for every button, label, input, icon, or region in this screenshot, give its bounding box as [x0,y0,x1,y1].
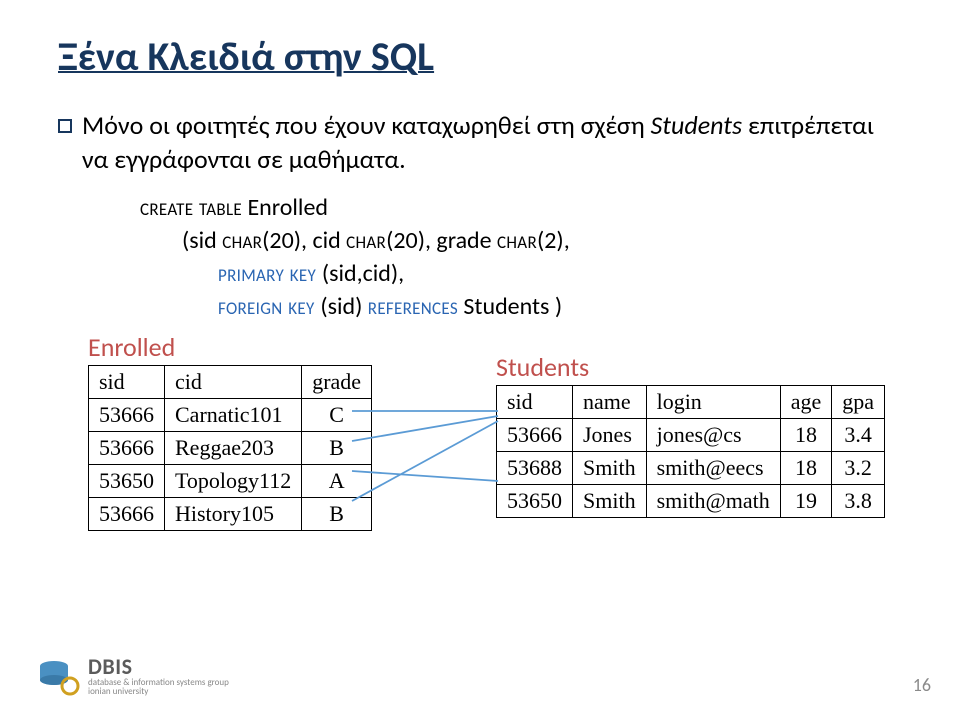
col-header: sid [497,386,573,419]
col-header: name [573,386,647,419]
fk-line [352,416,498,441]
logo-text: DBIS database & information systems grou… [88,656,229,696]
table-row: sid name login age gpa [497,386,885,419]
table-row: 53666 Reggae203 B [89,432,372,465]
cell: 18 [780,452,832,485]
col-header: login [646,386,780,419]
col-header: gpa [832,386,885,419]
cell: 53650 [89,465,165,498]
col-header: sid [89,366,165,399]
kw-char-1: char [222,226,262,255]
code-l4d: Students ) [458,292,562,321]
table-row: 53666 Jones jones@cs 18 3.4 [497,419,885,452]
cell: Carnatic101 [165,399,302,432]
code-l2a: (sid [182,226,222,255]
code-l2c: (20), cid [262,226,346,255]
students-table: sid name login age gpa 53666 Jones jones… [496,385,885,518]
cell: Reggae203 [165,432,302,465]
cell: smith@math [646,485,780,518]
cell: Smith [573,485,647,518]
bullet-marker [58,119,72,133]
cell: C [302,399,372,432]
code-l4b: (sid) [320,292,367,321]
bullet-text: Μόνο οι φοιτητές που έχουν καταχωρηθεί σ… [82,109,901,177]
cell: History105 [165,498,302,531]
bullet-item: Μόνο οι φοιτητές που έχουν καταχωρηθεί σ… [58,109,901,177]
fk-line [352,421,498,501]
kw-create-table: create table [140,193,242,222]
dbis-logo: DBIS database & information systems grou… [36,654,229,698]
cell: Topology112 [165,465,302,498]
kw-foreign-key: foreign key [218,292,320,321]
cell: Smith [573,452,647,485]
table-row: 53650 Smith smith@math 19 3.8 [497,485,885,518]
table-row: 53688 Smith smith@eecs 18 3.2 [497,452,885,485]
enrolled-table: sid cid grade 53666 Carnatic101 C 53666 … [88,365,372,531]
cell: 53688 [497,452,573,485]
cell: 3.4 [832,419,885,452]
code-l1b: Enrolled [242,193,328,222]
cell: B [302,498,372,531]
cell: 53666 [89,432,165,465]
kw-char-2: char [346,226,386,255]
table-row: 53650 Topology112 A [89,465,372,498]
code-l3b: (sid,cid), [322,259,404,288]
bullet-part1: Μόνο οι φοιτητές που έχουν καταχωρηθεί σ… [82,109,651,141]
sql-code: create table Enrolled (sid char(20), cid… [140,191,901,323]
enrolled-caption: Enrolled [88,331,372,363]
tables-area: Enrolled sid cid grade 53666 Carnatic101… [58,331,901,581]
cell: 53666 [89,498,165,531]
enrolled-table-wrap: Enrolled sid cid grade 53666 Carnatic101… [88,331,372,531]
cell: B [302,432,372,465]
students-caption: Students [496,351,885,383]
cell: 53650 [497,485,573,518]
col-header: cid [165,366,302,399]
kw-primary-key: primary key [218,259,322,288]
table-row: 53666 Carnatic101 C [89,399,372,432]
cell: 3.8 [832,485,885,518]
code-l2e: (20), grade [386,226,497,255]
cell: 53666 [497,419,573,452]
code-line-2: (sid char(20), cid char(20), grade char(… [140,224,901,257]
col-header: grade [302,366,372,399]
logo-sub2: ionian university [88,687,229,696]
slide-title: Ξένα Κλειδιά στην SQL [58,32,901,81]
kw-references: references [368,292,458,321]
table-row: 53666 History105 B [89,498,372,531]
bullet-italic: Students [651,109,743,141]
students-table-wrap: Students sid name login age gpa 53666 Jo… [496,351,885,518]
code-l2g: (2), [537,226,570,255]
cell: 19 [780,485,832,518]
code-line-3: primary key (sid,cid), [140,257,901,290]
cell: jones@cs [646,419,780,452]
code-line-1: create table Enrolled [140,191,901,224]
cell: Jones [573,419,647,452]
cell: 3.2 [832,452,885,485]
page-number: 16 [913,674,931,696]
col-header: age [780,386,832,419]
fk-line [352,471,498,481]
cell: A [302,465,372,498]
table-row: sid cid grade [89,366,372,399]
kw-char-3: char [497,226,537,255]
logo-dbis: DBIS [88,656,229,678]
cell: 53666 [89,399,165,432]
cell: 18 [780,419,832,452]
logo-icon [36,654,80,698]
code-line-4: foreign key (sid) references Students ) [140,290,901,323]
cell: smith@eecs [646,452,780,485]
